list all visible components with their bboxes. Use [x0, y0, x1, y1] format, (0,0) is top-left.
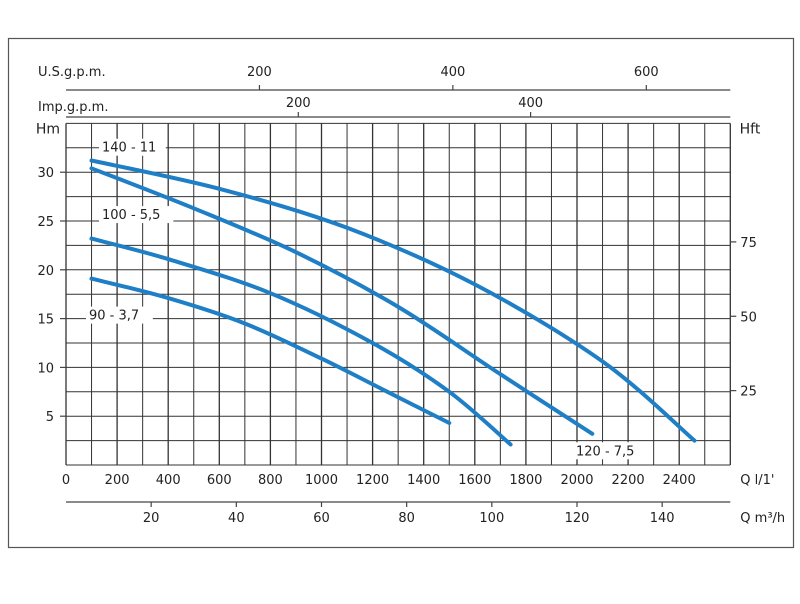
- x-m3h-tick-label: 120: [565, 511, 590, 526]
- curve-label-bg: [573, 442, 648, 460]
- x-primary-tick-label: 1400: [407, 473, 440, 488]
- y-left-tick-label: 30: [37, 166, 54, 181]
- x-us-tick-label: 600: [634, 65, 659, 80]
- curve-1: [89, 158, 697, 443]
- x-primary-tick-label: 400: [156, 473, 181, 488]
- x-primary-tick-label: 800: [258, 473, 283, 488]
- curve-label: 100 - 5,5: [102, 208, 160, 223]
- y-left-unit-label: Hm: [36, 121, 60, 137]
- y-left-tick-label: 5: [46, 410, 54, 425]
- x-m3h-tick-label: 100: [479, 511, 504, 526]
- curve-label-bg: [99, 138, 166, 156]
- x-m3h-tick-label: 20: [143, 511, 160, 526]
- labels: 140 - 11 120 - 7,5 100 - 5,5 90 - 3,7: [86, 138, 648, 460]
- x-primary-tick-label: 1200: [356, 473, 389, 488]
- x-primary-tick-label: 200: [105, 473, 130, 488]
- x-primary-tick-label: 2000: [560, 473, 593, 488]
- curve-3: [89, 236, 513, 447]
- curve-label: 140 - 11: [102, 141, 156, 156]
- x-primary-tick-label: 2400: [663, 473, 696, 488]
- curves: [89, 158, 697, 447]
- x-us-tick-label: 200: [247, 65, 272, 80]
- x-m3h-tick-label: 80: [398, 511, 415, 526]
- x-us-tick-label: 400: [440, 65, 465, 80]
- x-m3h-tick-label: 140: [650, 511, 675, 526]
- curve-4: [89, 276, 452, 425]
- y-left-tick-label: 15: [37, 313, 54, 328]
- x-primary-tick-label: 1800: [509, 473, 542, 488]
- y-right-tick-label: 50: [740, 310, 757, 325]
- y-left-tick-label: 20: [37, 264, 54, 279]
- y-right-tick-label: 75: [740, 236, 757, 251]
- curve-label: 120 - 7,5: [576, 444, 634, 459]
- y-right-unit-label: Hft: [740, 121, 761, 137]
- curve-2: [89, 166, 595, 436]
- x-primary-tick-label: 1600: [458, 473, 491, 488]
- outer-frame: [7, 37, 795, 549]
- curve-label-bg: [99, 206, 174, 224]
- x-imp-tick-label: 400: [518, 96, 543, 111]
- x-primary-tick-label: 1000: [305, 473, 338, 488]
- x-imp-tick-label: 200: [286, 96, 311, 111]
- y-left-tick-label: 10: [37, 361, 54, 376]
- x-imp-axis-label: Imp.g.p.m.: [38, 100, 108, 115]
- curve-label: 90 - 3,7: [89, 309, 139, 324]
- axis-scales: Hm 5 10 15 20 25 30 Hft 25 50 75 0 200 400 600 800 1000 1…: [36, 65, 785, 526]
- x-m3h-axis-label: Q m³/h: [740, 511, 785, 526]
- x-us-axis-label: U.S.g.p.m.: [38, 65, 106, 80]
- x-m3h-tick-label: 60: [313, 511, 330, 526]
- curve-label-bg: [86, 306, 153, 324]
- x-m3h-tick-label: 40: [228, 511, 245, 526]
- x-primary-tick-label: 2200: [612, 473, 645, 488]
- x-primary-tick-label: 600: [207, 473, 232, 488]
- y-right-tick-label: 25: [740, 385, 757, 400]
- x-primary-axis-label: Q l/1': [740, 473, 774, 488]
- x-primary-tick-label: 0: [62, 473, 70, 488]
- y-left-tick-label: 25: [37, 215, 54, 230]
